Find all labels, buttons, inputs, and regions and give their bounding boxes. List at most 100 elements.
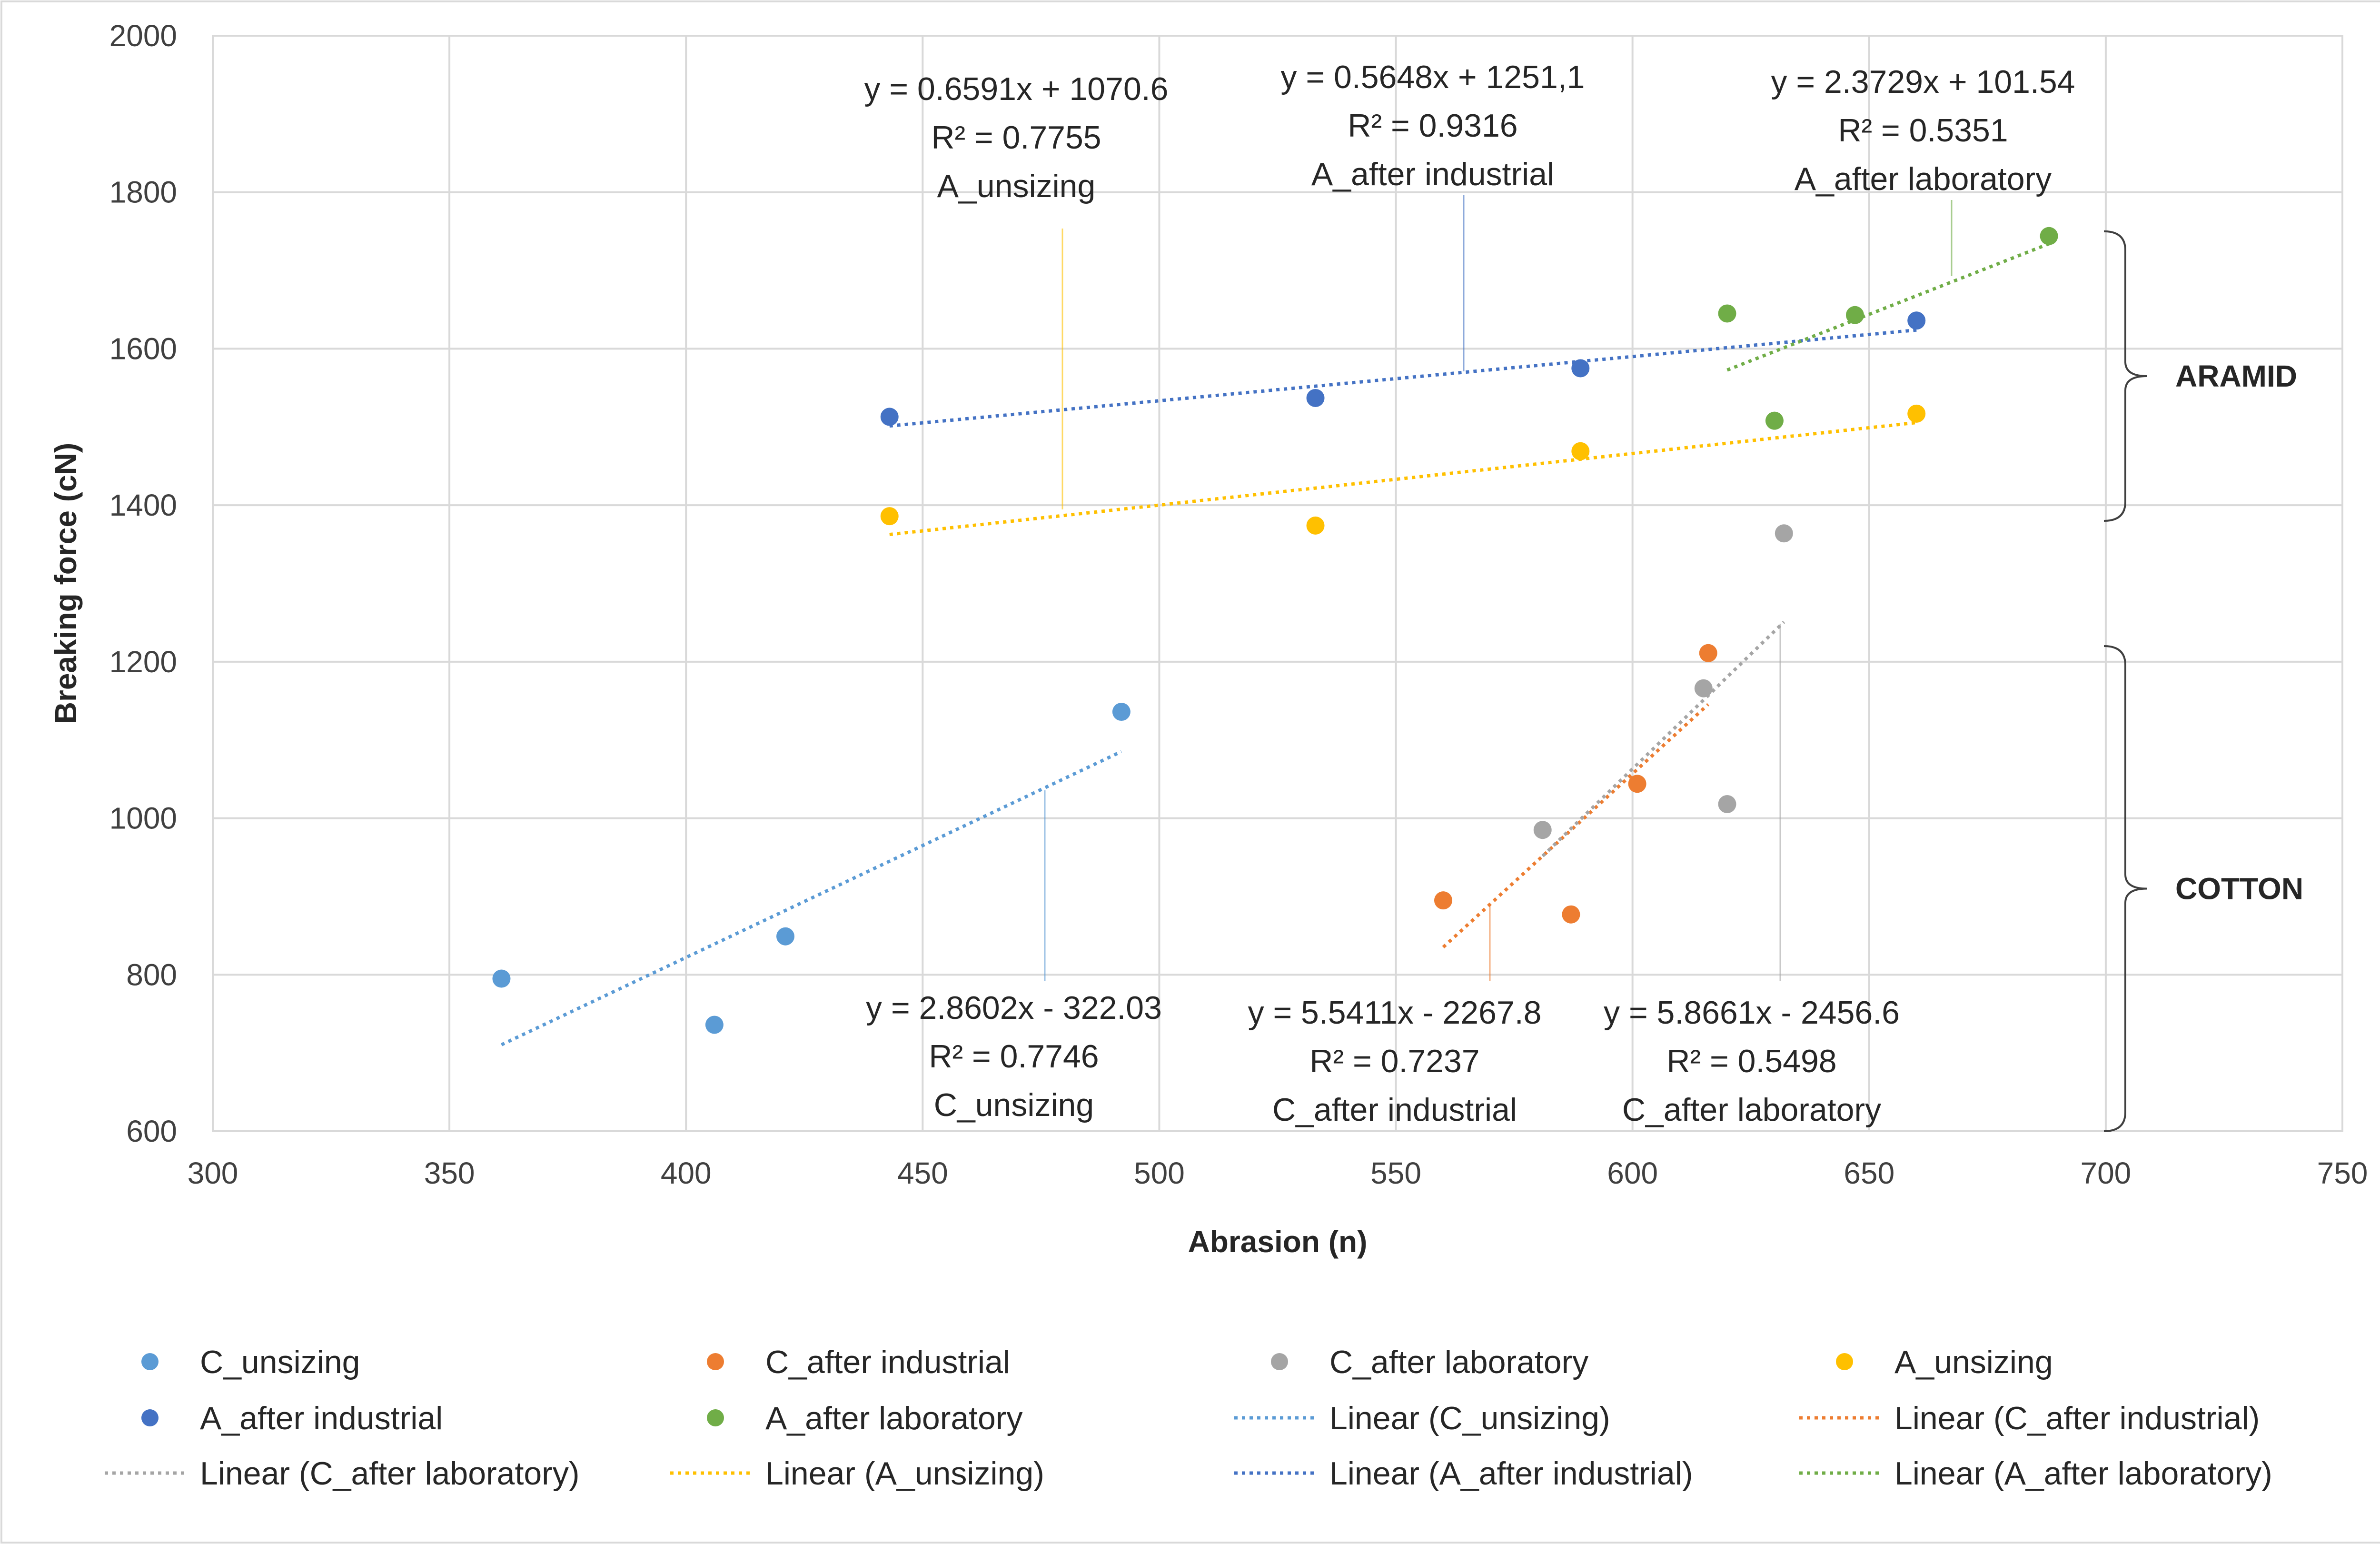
trendline-equation-labels: y = 2.8602x - 322.03 R² = 0.7746 C_unsizin… [864, 59, 2075, 1128]
trendline-equation-c-after-industrial: y = 5.5411x - 2267.8 [1248, 995, 1542, 1031]
y-axis-tick-labels: 600 800 1000 1200 1400 1600 1800 2000 [109, 19, 177, 1148]
x-tick-label-500: 500 [1134, 1156, 1185, 1190]
x-tick-label-700: 700 [2080, 1156, 2131, 1190]
y-tick-label-600: 600 [126, 1114, 177, 1148]
legend-marker-c-after-industrial [707, 1353, 724, 1370]
point-c-after-industrial-4 [1699, 644, 1717, 662]
trendline-r-squared-c-after-laboratory: R² = 0.5498 [1666, 1043, 1836, 1079]
legend-marker-c-unsizing [141, 1353, 159, 1370]
legend-label-linear-a-after-industrial: Linear (A_after industrial) [1329, 1455, 1693, 1492]
trendline-linear-c-after-laboratory [1541, 620, 1785, 857]
x-tick-label-350: 350 [424, 1156, 475, 1190]
data-points [492, 227, 2058, 1034]
y-tick-label-1000: 1000 [109, 801, 177, 836]
point-a-after-laboratory-4 [2040, 227, 2058, 245]
point-a-unsizing-1 [880, 507, 899, 526]
legend-marker-a-after-laboratory [707, 1409, 724, 1426]
point-a-unsizing-2 [1306, 516, 1325, 535]
legend: C_unsizing C_after industrial C_after labo… [105, 1344, 2272, 1492]
trendline-equation-a-after-laboratory: y = 2.3729x + 101.54 [1771, 64, 2075, 100]
x-tick-label-550: 550 [1370, 1156, 1421, 1190]
legend-label-a-after-laboratory: A_after laboratory [765, 1400, 1023, 1436]
trendline-r-squared-c-after-industrial: R² = 0.7237 [1309, 1043, 1479, 1079]
trendline-series-label-c-after-industrial: C_after industrial [1272, 1092, 1517, 1128]
trendline-linear-a-unsizing [889, 421, 1917, 537]
point-c-after-laboratory-3 [1718, 795, 1736, 813]
x-axis-tick-labels: 300 350 400 450 500 550 600 650 700 750 [188, 1156, 2368, 1190]
y-tick-label-1800: 1800 [109, 175, 177, 209]
bracket-cotton [2103, 645, 2147, 1132]
x-axis-title: Abrasion (n) [1188, 1225, 1368, 1259]
trendline-series-label-a-after-laboratory: A_after laboratory [1795, 161, 2052, 197]
point-c-after-industrial-3 [1628, 775, 1646, 793]
x-tick-label-650: 650 [1844, 1156, 1894, 1190]
y-tick-label-800: 800 [126, 957, 177, 992]
trendline-equation-c-unsizing: y = 2.8602x - 322.03 [866, 990, 1162, 1026]
point-c-unsizing-4 [1112, 703, 1130, 721]
group-label-cotton: COTTON [2175, 871, 2303, 906]
point-c-after-laboratory-4 [1775, 524, 1793, 543]
point-a-after-industrial-2 [1306, 388, 1325, 407]
point-c-after-industrial-2 [1562, 905, 1580, 924]
x-tick-label-300: 300 [188, 1156, 238, 1190]
point-c-unsizing-3 [776, 927, 795, 946]
bracket-aramid [2103, 230, 2147, 522]
x-tick-label-750: 750 [2317, 1156, 2368, 1190]
legend-label-linear-a-unsizing: Linear (A_unsizing) [765, 1455, 1044, 1492]
trendline-equation-a-unsizing: y = 0.6591x + 1070.6 [864, 71, 1169, 107]
point-c-after-industrial-1 [1434, 891, 1452, 910]
legend-label-a-unsizing: A_unsizing [1894, 1344, 2053, 1380]
legend-label-linear-c-unsizing: Linear (C_unsizing) [1329, 1400, 1610, 1436]
trendline-series-label-c-after-laboratory: C_after laboratory [1622, 1092, 1881, 1128]
point-a-after-laboratory-1 [1718, 304, 1736, 323]
point-a-after-industrial-1 [880, 408, 899, 426]
point-c-unsizing-2 [705, 1016, 724, 1034]
group-label-aramid: ARAMID [2175, 359, 2297, 393]
legend-label-linear-c-after-laboratory: Linear (C_after laboratory) [200, 1455, 579, 1492]
trendline-series-label-a-after-industrial: A_after industrial [1311, 156, 1554, 192]
trendline-equation-a-after-industrial: y = 0.5648x + 1251,1 [1281, 59, 1585, 95]
x-tick-label-400: 400 [661, 1156, 712, 1190]
trendline-r-squared-c-unsizing: R² = 0.7746 [929, 1038, 1099, 1075]
trendline-r-squared-a-after-industrial: R² = 0.9316 [1348, 108, 1517, 144]
y-axis-title: Breaking force (cN) [49, 443, 83, 724]
legend-marker-c-after-laboratory [1271, 1353, 1288, 1370]
y-tick-label-1200: 1200 [109, 645, 177, 679]
label-leader-lines [1044, 195, 1953, 981]
legend-label-linear-a-after-laboratory: Linear (A_after laboratory) [1894, 1455, 2272, 1492]
trendline-equation-c-after-laboratory: y = 5.8661x - 2456.6 [1604, 995, 1900, 1031]
trendline-series-label-c-unsizing: C_unsizing [934, 1087, 1094, 1123]
trendline-linear-c-after-industrial [1442, 703, 1710, 948]
point-a-after-industrial-4 [1907, 311, 1926, 330]
legend-label-c-after-laboratory: C_after laboratory [1329, 1344, 1588, 1380]
legend-label-c-unsizing: C_unsizing [200, 1344, 360, 1380]
legend-marker-a-after-industrial [141, 1409, 159, 1426]
point-c-after-laboratory-2 [1694, 679, 1713, 697]
legend-label-linear-c-after-industrial: Linear (C_after industrial) [1894, 1400, 2260, 1436]
legend-label-a-after-industrial: A_after industrial [200, 1400, 443, 1436]
trendline-r-squared-a-unsizing: R² = 0.7755 [931, 120, 1101, 156]
y-tick-label-2000: 2000 [109, 19, 177, 53]
point-a-after-laboratory-2 [1765, 411, 1784, 430]
point-c-after-laboratory-1 [1533, 821, 1552, 839]
x-tick-label-450: 450 [897, 1156, 948, 1190]
trendlines [500, 242, 2050, 1046]
group-brackets: ARAMID COTTON [2103, 230, 2303, 1132]
point-c-unsizing-1 [492, 969, 511, 988]
point-a-unsizing-4 [1907, 404, 1926, 423]
plot-area-border [212, 35, 2343, 1132]
trendline-linear-c-unsizing [500, 750, 1122, 1046]
point-a-unsizing-3 [1571, 442, 1590, 460]
point-a-after-industrial-3 [1571, 359, 1590, 378]
y-tick-label-1600: 1600 [109, 331, 177, 366]
point-a-after-laboratory-3 [1845, 306, 1864, 324]
legend-marker-a-unsizing [1836, 1353, 1853, 1370]
trendline-series-label-a-unsizing: A_unsizing [937, 168, 1096, 204]
y-tick-label-1400: 1400 [109, 488, 177, 522]
x-tick-label-600: 600 [1607, 1156, 1658, 1190]
legend-label-c-after-industrial: C_after industrial [765, 1344, 1010, 1380]
trendline-r-squared-a-after-laboratory: R² = 0.5351 [1838, 112, 2008, 149]
